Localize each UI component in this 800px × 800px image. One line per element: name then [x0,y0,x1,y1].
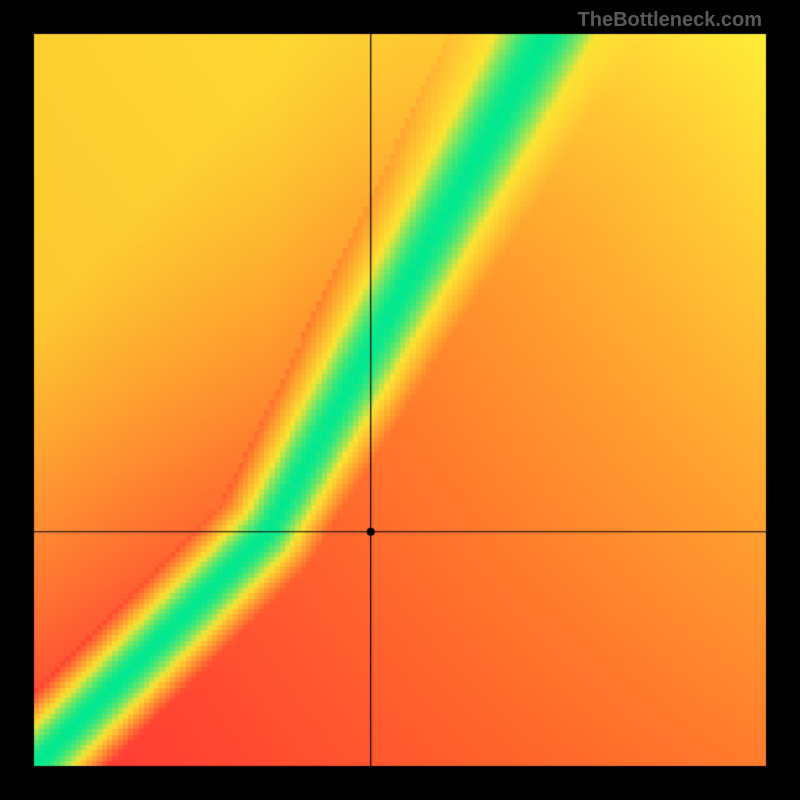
chart-container: TheBottleneck.com [0,0,800,800]
bottleneck-heatmap [0,0,800,800]
attribution-text: TheBottleneck.com [578,9,762,32]
